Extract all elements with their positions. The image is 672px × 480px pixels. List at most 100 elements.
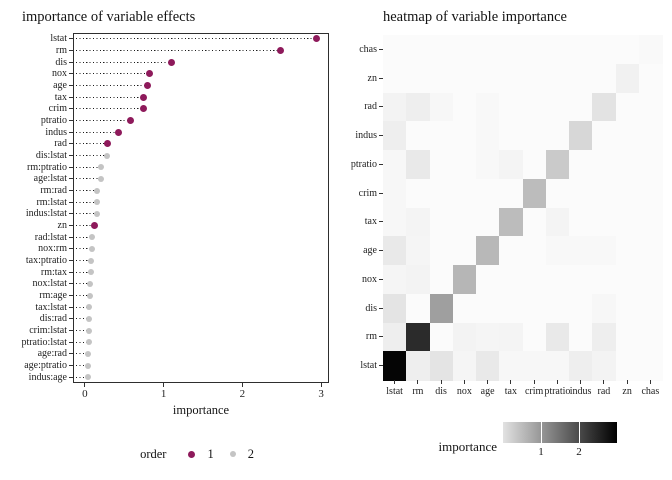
heatmap-y-tick <box>379 48 383 50</box>
data-point-tax:ptratio <box>88 257 95 264</box>
heatmap-x-tick <box>556 380 558 384</box>
y-axis-tick <box>69 178 73 180</box>
heatmap-x-label: lstat <box>386 386 403 397</box>
heatmap-cell-rad-crim <box>522 92 547 122</box>
heatmap-cell-chas-zn <box>615 35 640 65</box>
heatmap-y-label: nox <box>362 273 377 285</box>
heatmap-cell-rm-rm <box>406 322 430 352</box>
heatmap-cell-age-nox <box>452 236 477 266</box>
heatmap-x-label: tax <box>504 386 517 397</box>
heatmap-cell-lstat-age <box>476 351 500 381</box>
heatmap-y-label: tax <box>364 216 377 228</box>
dot-plot-x-axis-title: importance <box>172 403 230 417</box>
heatmap-cell-crim-rad <box>592 178 616 208</box>
heatmap-y-tick <box>379 250 383 252</box>
heatmap-cell-lstat-crim <box>522 351 547 381</box>
heatmap-cell-zn-age <box>476 63 500 93</box>
y-axis-tick <box>69 283 73 285</box>
heatmap-cell-lstat-rad <box>592 351 616 381</box>
heatmap-cell-age-rm <box>406 236 430 266</box>
heatmap-cell-zn-tax <box>499 63 523 93</box>
leader-line <box>76 50 279 51</box>
dot-plot-title: importance of variable effects <box>22 9 196 25</box>
heatmap-x-tick <box>510 380 512 384</box>
y-axis-label: crim:lstat <box>29 325 67 336</box>
y-axis-tick <box>69 236 73 238</box>
heatmap-cell-dis-rm <box>406 293 430 323</box>
heatmap-cell-ptratio-ptratio <box>545 150 570 180</box>
heatmap-y-tick <box>379 106 383 108</box>
y-axis-label: rm:rad <box>40 185 67 196</box>
heatmap-cell-nox-rm <box>406 265 430 295</box>
heatmap-cell-nox-chas <box>638 265 663 295</box>
heatmap-cell-rad-chas <box>638 92 663 122</box>
heatmap-cell-zn-crim <box>522 63 547 93</box>
heatmap-cell-tax-indus <box>569 207 593 237</box>
heatmap-cell-dis-crim <box>522 293 547 323</box>
y-axis-label: age:rad <box>37 348 67 360</box>
data-point-lstat <box>312 35 320 43</box>
heatmap-cell-crim-nox <box>452 178 477 208</box>
data-point-indus <box>115 128 123 136</box>
heatmap-cell-crim-ptratio <box>545 178 570 208</box>
heatmap-cell-ptratio-lstat <box>383 150 407 180</box>
heatmap-cell-rad-dis <box>429 92 454 122</box>
heatmap-cell-nox-nox <box>452 265 477 295</box>
heatmap-cell-rm-nox <box>452 322 477 352</box>
heatmap-cell-crim-dis <box>429 178 454 208</box>
data-point-tax <box>140 93 148 101</box>
heatmap-cell-nox-crim <box>522 265 547 295</box>
y-axis-tick <box>69 306 73 308</box>
heatmap-cell-lstat-rm <box>406 351 430 381</box>
heatmap-cell-indus-dis <box>429 121 454 151</box>
heatmap-cell-indus-rm <box>406 121 430 151</box>
heatmap-cell-lstat-tax <box>499 351 523 381</box>
heatmap-x-tick <box>417 380 419 384</box>
heatmap-y-tick <box>379 221 383 223</box>
y-axis-tick <box>69 376 73 378</box>
data-point-dis:lstat <box>103 152 110 159</box>
data-point-rm <box>277 47 285 54</box>
heatmap-cell-dis-nox <box>452 293 477 323</box>
y-axis-label: crim <box>48 103 67 115</box>
heatmap-x-label: nox <box>456 386 472 397</box>
heatmap-cell-chas-nox <box>452 35 477 65</box>
heatmap-cell-ptratio-dis <box>429 150 454 180</box>
leader-line <box>76 155 105 156</box>
legend-tick-label: 1 <box>538 446 544 458</box>
y-axis-tick <box>69 96 73 98</box>
heatmap-cell-chas-ptratio <box>545 35 570 65</box>
heatmap-cell-rm-zn <box>615 322 640 352</box>
heatmap-cell-tax-nox <box>452 207 477 237</box>
heatmap-x-tick <box>440 380 442 384</box>
heatmap-cell-zn-ptratio <box>545 63 570 93</box>
y-axis-tick <box>69 353 73 355</box>
legend-dot <box>229 451 236 457</box>
data-point-rm:age <box>87 292 94 299</box>
heatmap-cell-indus-chas <box>638 121 663 151</box>
leader-line <box>76 120 129 121</box>
heatmap-x-label: zn <box>622 386 632 397</box>
data-point-rm:ptratio <box>98 164 105 171</box>
y-axis-label: rm <box>55 45 67 56</box>
data-point-zn <box>90 222 98 229</box>
heatmap-cell-rm-lstat <box>383 322 407 352</box>
heatmap-cell-dis-indus <box>569 293 593 323</box>
leader-line <box>76 201 95 203</box>
heatmap-cell-indus-crim <box>522 121 547 151</box>
data-point-rm:rad <box>93 187 100 194</box>
y-axis-label: rm:tax <box>40 266 67 278</box>
leader-line <box>76 236 90 238</box>
data-point-ptratio:lstat <box>85 339 92 346</box>
y-axis-tick <box>69 213 73 215</box>
heatmap-cell-crim-rm <box>406 178 430 208</box>
data-point-rm:lstat <box>93 199 100 206</box>
leader-line <box>76 143 106 145</box>
heatmap-cell-indus-lstat <box>383 121 407 151</box>
heatmap-cell-indus-nox <box>452 121 477 151</box>
heatmap-cell-crim-lstat <box>383 178 407 208</box>
heatmap-cell-tax-rm <box>406 207 430 237</box>
y-axis-label: ptratio <box>40 115 67 126</box>
y-axis-tick <box>69 143 73 145</box>
